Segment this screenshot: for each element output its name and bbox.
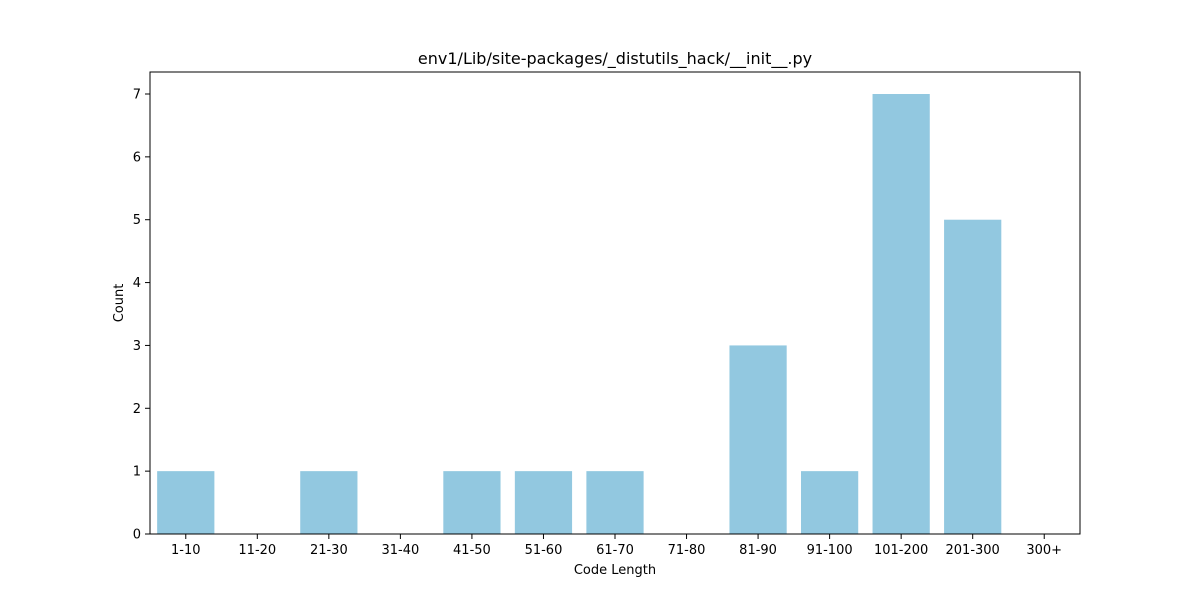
bar-51-60: [514, 471, 573, 534]
x-tick-label: 51-60: [525, 543, 563, 558]
y-axis-label: Count: [112, 284, 127, 323]
x-tick-label: 201-300: [946, 543, 1000, 558]
x-tick-label: 41-50: [453, 543, 491, 558]
x-tick-label: 71-80: [668, 543, 706, 558]
y-axis-ticks: 0 1 2 3 4 5 6 7: [133, 88, 150, 543]
x-tick-label: 61-70: [596, 543, 634, 558]
bar-91-100: [801, 471, 859, 534]
y-tick-label: 1: [133, 465, 141, 480]
x-tick-label: 11-20: [238, 543, 276, 558]
x-axis-ticks: 1-10 11-20 21-30 31-40 41-50 51-60 61-70 71-80 8…: [171, 534, 1062, 558]
y-tick-label: 3: [133, 339, 141, 354]
x-tick-label: 21-30: [310, 543, 348, 558]
chart-title: env1/Lib/site-packages/_distutils_hack/_…: [418, 49, 812, 69]
x-axis-label: Code Length: [574, 563, 656, 578]
x-tick-label: 1-10: [171, 543, 201, 558]
bar-1-10: [157, 471, 215, 534]
plot-frame: [149, 71, 1081, 535]
bar-21-30: [300, 471, 358, 534]
x-tick-label: 101-200: [874, 543, 928, 558]
bar-61-70: [586, 471, 644, 534]
bar-41-50: [443, 471, 501, 534]
y-tick-label: 2: [133, 402, 141, 417]
bar-101-200: [872, 94, 930, 534]
bars-group: [157, 94, 1002, 534]
y-tick-label: 0: [133, 528, 141, 543]
y-tick-label: 6: [133, 150, 141, 165]
x-tick-label: 300+: [1026, 543, 1062, 558]
x-tick-label: 31-40: [381, 543, 419, 558]
y-tick-label: 4: [133, 276, 141, 291]
x-tick-label: 81-90: [739, 543, 777, 558]
bar-201-300: [944, 219, 1002, 534]
y-tick-label: 5: [133, 213, 141, 228]
x-tick-label: 91-100: [807, 543, 853, 558]
y-tick-label: 7: [133, 88, 141, 103]
bar-81-90: [729, 345, 787, 534]
